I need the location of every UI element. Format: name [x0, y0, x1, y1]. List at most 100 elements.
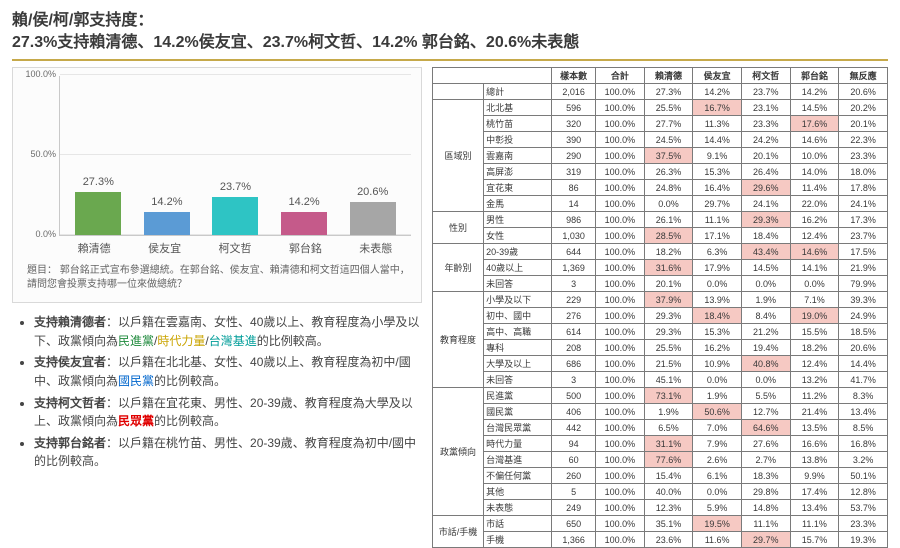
table-cell: 86 [552, 180, 596, 196]
table-cell: 686 [552, 356, 596, 372]
table-cell: 15.7% [790, 532, 839, 548]
table-cell: 390 [552, 132, 596, 148]
table-cell: 208 [552, 340, 596, 356]
table-cell: 23.3% [741, 116, 790, 132]
table-cell: 39.3% [839, 292, 888, 308]
table-cell: 16.2% [693, 340, 742, 356]
table-cell: 100.0% [596, 516, 645, 532]
table-cell: 29.3% [741, 212, 790, 228]
table-row: 教育程度小學及以下229100.0%37.9%13.9%1.9%7.1%39.3… [433, 292, 888, 308]
table-cell: 29.7% [741, 532, 790, 548]
table-row: 政黨傾向民進黨500100.0%73.1%1.9%5.5%11.2%8.3% [433, 388, 888, 404]
table-cell: 9.1% [693, 148, 742, 164]
table-cell: 0.0% [790, 276, 839, 292]
table-cell: 22.0% [790, 196, 839, 212]
table-cell: 986 [552, 212, 596, 228]
table-group-label: 教育程度 [433, 292, 484, 388]
support-bar-chart: 0.0%50.0%100.0%27.3%14.2%23.7%14.2%20.6%… [12, 67, 422, 303]
table-cell: 21.5% [644, 356, 693, 372]
title-line1: 賴/侯/柯/郭支持度： [12, 12, 153, 29]
table-column-header: 無反應 [839, 68, 888, 84]
table-column-header: 柯文哲 [741, 68, 790, 84]
table-column-header: 侯友宜 [693, 68, 742, 84]
table-cell: 6.3% [693, 244, 742, 260]
table-cell: 6.5% [644, 420, 693, 436]
chart-question: 題目： 郭台銘正式宣布參選總統。在郭台銘、侯友宜、賴清德和柯文哲這四個人當中，請… [23, 264, 411, 291]
table-cell: 45.1% [644, 372, 693, 388]
table-cell: 21.4% [790, 404, 839, 420]
table-group-label: 市話/手機 [433, 516, 484, 548]
table-cell: 12.7% [741, 404, 790, 420]
table-row: 台灣基進60100.0%77.6%2.6%2.7%13.8%3.2% [433, 452, 888, 468]
table-cell: 24.8% [644, 180, 693, 196]
table-row: 宜花東86100.0%24.8%16.4%29.6%11.4%17.8% [433, 180, 888, 196]
analysis-bullet: 支持柯文哲者：以戶籍在宜花東、男性、20-39歲、教育程度為大學及以上、政黨傾向… [34, 394, 422, 431]
table-cell: 260 [552, 468, 596, 484]
table-cell: 319 [552, 164, 596, 180]
table-cell: 29.8% [741, 484, 790, 500]
table-cell: 24.1% [741, 196, 790, 212]
table-cell: 7.0% [693, 420, 742, 436]
table-cell: 20.2% [839, 100, 888, 116]
table-cell: 14.6% [790, 244, 839, 260]
table-cell: 11.1% [693, 212, 742, 228]
table-row-label: 其他 [484, 484, 552, 500]
table-row-label: 不偏任何黨 [484, 468, 552, 484]
table-cell: 73.1% [644, 388, 693, 404]
table-row: 高屏澎319100.0%26.3%15.3%26.4%14.0%18.0% [433, 164, 888, 180]
table-cell: 100.0% [596, 532, 645, 548]
table-cell: 17.8% [839, 180, 888, 196]
table-row: 雲嘉南290100.0%37.5%9.1%20.1%10.0%23.3% [433, 148, 888, 164]
table-row-label: 未回答 [484, 276, 552, 292]
table-cell: 31.1% [644, 436, 693, 452]
table-cell: 19.4% [741, 340, 790, 356]
table-cell: 26.4% [741, 164, 790, 180]
table-cell: 5 [552, 484, 596, 500]
table-cell: 11.1% [790, 516, 839, 532]
table-cell: 100.0% [596, 212, 645, 228]
table-cell: 100.0% [596, 388, 645, 404]
table-cell: 10.9% [693, 356, 742, 372]
chart-bar [350, 202, 396, 235]
table-cell: 40.0% [644, 484, 693, 500]
table-column-header: 樣本數 [552, 68, 596, 84]
table-cell: 100.0% [596, 228, 645, 244]
chart-bar [75, 192, 121, 236]
table-row-label: 宜花東 [484, 180, 552, 196]
table-cell: 64.6% [741, 420, 790, 436]
table-cell: 16.7% [693, 100, 742, 116]
table-row-label: 台灣基進 [484, 452, 552, 468]
table-cell: 5.9% [693, 500, 742, 516]
table-cell: 100.0% [596, 340, 645, 356]
table-cell: 13.2% [790, 372, 839, 388]
table-cell: 20.1% [741, 148, 790, 164]
chart-bar [144, 212, 190, 235]
table-cell: 18.4% [693, 308, 742, 324]
table-cell: 18.2% [790, 340, 839, 356]
table-column-header: 郭台銘 [790, 68, 839, 84]
table-row: 手機1,366100.0%23.6%11.6%29.7%15.7%19.3% [433, 532, 888, 548]
table-group-label: 年齡別 [433, 244, 484, 292]
table-cell: 29.6% [741, 180, 790, 196]
table-cell: 23.7% [741, 84, 790, 100]
table-cell: 1.9% [693, 388, 742, 404]
table-row: 40歲以上1,369100.0%31.6%17.9%14.5%14.1%21.9… [433, 260, 888, 276]
table-row-label: 台灣民眾黨 [484, 420, 552, 436]
table-cell: 27.7% [644, 116, 693, 132]
table-row: 年齡別20-39歲644100.0%18.2%6.3%43.4%14.6%17.… [433, 244, 888, 260]
table-row: 區域別北北基596100.0%25.5%16.7%23.1%14.5%20.2% [433, 100, 888, 116]
table-cell: 18.2% [644, 244, 693, 260]
table-cell: 17.3% [839, 212, 888, 228]
table-cell: 14.2% [790, 84, 839, 100]
table-row: 初中、國中276100.0%29.3%18.4%8.4%19.0%24.9% [433, 308, 888, 324]
table-cell: 12.4% [790, 228, 839, 244]
table-row-label: 中彰投 [484, 132, 552, 148]
table-group-label: 政黨傾向 [433, 388, 484, 516]
table-cell: 17.4% [790, 484, 839, 500]
table-cell: 12.8% [839, 484, 888, 500]
table-cell: 16.2% [790, 212, 839, 228]
table-row: 桃竹苗320100.0%27.7%11.3%23.3%17.6%20.1% [433, 116, 888, 132]
table-row: 金馬14100.0%0.0%29.7%24.1%22.0%24.1% [433, 196, 888, 212]
table-cell: 27.6% [741, 436, 790, 452]
table-row-label: 男性 [484, 212, 552, 228]
